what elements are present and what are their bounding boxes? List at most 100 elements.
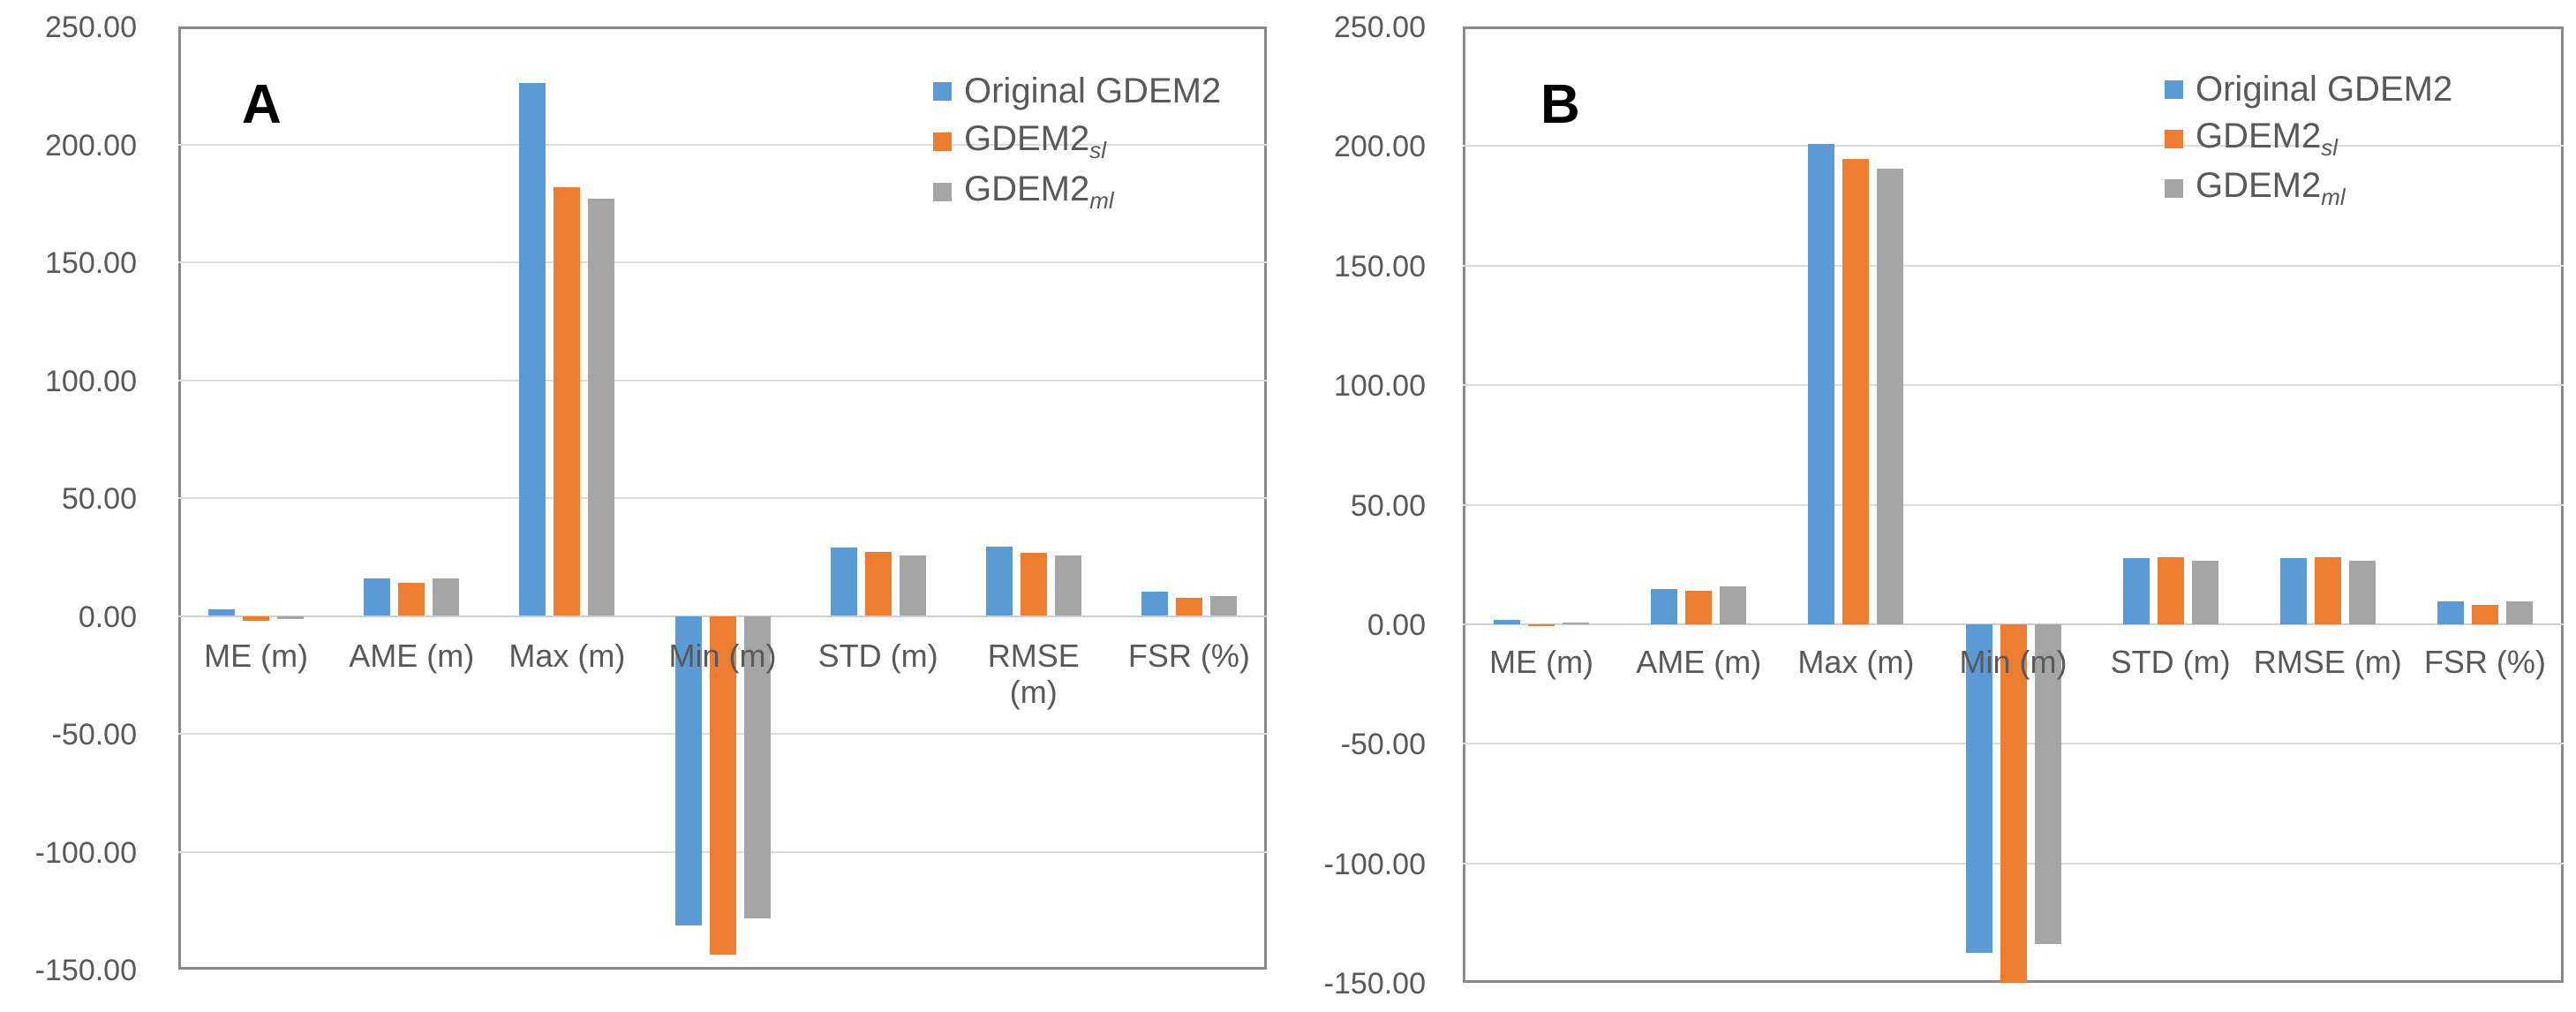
panel-b-gridline-50	[1463, 503, 2564, 506]
panel-a-legend-item-original-gdem2: Original GDEM2	[933, 72, 1221, 110]
original-gdem2-swatch-icon	[933, 81, 952, 101]
panel-a-bar-gdem2sl-min-m	[709, 616, 736, 955]
panel-a-bar-gdem2sl-me-m	[243, 616, 270, 622]
panel-b-category-label-ame-m: AME (m)	[1636, 643, 1762, 680]
panel-b-bar-gdem2ml-std-m	[2191, 560, 2218, 624]
panel-a-bar-gdem2ml-ame-m	[433, 578, 460, 616]
panel-b-bar-gdem2ml-max-m	[1877, 169, 1904, 624]
panel-b-bar-original-gdem2-ame-m	[1651, 588, 1678, 624]
panel-a-bar-gdem2ml-rmse-m	[1054, 555, 1081, 616]
panel-a-bar-original-gdem2-std-m	[830, 548, 857, 616]
panel-a-bar-original-gdem2-ame-m	[364, 578, 391, 616]
panel-a-gridline-200	[178, 143, 1267, 146]
panel-b-legend-item-gdem2sl: GDEM2sl	[2165, 117, 2339, 161]
panel-a-bar-gdem2ml-std-m	[899, 555, 926, 616]
panel-b-bar-gdem2ml-me-m	[1563, 623, 1590, 625]
panel-b-y-tick-label: -100.00	[1323, 847, 1426, 881]
panel-b-legend-item-original-gdem2: Original GDEM2	[2165, 70, 2452, 109]
panel-b-y-tick-label: 200.00	[1334, 130, 1426, 164]
panel-b-y-tick-label: 0.00	[1367, 608, 1426, 642]
panel-a-y-tick-label: 150.00	[45, 246, 137, 280]
panel-b-y-tick-label: -50.00	[1340, 728, 1426, 762]
panel-a-category-label-min-m: Min (m)	[668, 637, 777, 674]
panel-b-legend-label-gdem2ml: GDEM2ml	[2196, 166, 2346, 210]
panel-a-y-tick-label: 50.00	[61, 482, 137, 516]
panel-b-y-tick-label: 50.00	[1350, 488, 1426, 523]
panel-a-bar-original-gdem2-max-m	[519, 83, 546, 616]
panel-b-bar-gdem2sl-rmse-m	[2314, 556, 2341, 624]
panel-b-y-tick-label: 150.00	[1334, 249, 1426, 283]
panel-a-bar-gdem2sl-max-m	[554, 186, 581, 616]
panel-b-bar-original-gdem2-fsr	[2437, 601, 2464, 624]
panel-b-category-label-rmse-m: RMSE (m)	[2253, 643, 2402, 680]
original-gdem2-swatch-icon	[2165, 79, 2183, 99]
panel-a-bar-gdem2ml-me-m	[277, 616, 305, 619]
panel-a-legend-label-original-gdem2: Original GDEM2	[964, 72, 1222, 110]
panel-b-category-label-max-m: Max (m)	[1797, 643, 1915, 680]
panel-a-y-tick-label: 0.00	[78, 600, 137, 634]
panel-b-gridline-100	[1463, 384, 2564, 387]
panel-b-letter: B	[1540, 74, 1580, 135]
panel-b-bar-gdem2sl-std-m	[2157, 557, 2184, 624]
panel-b-gridline-150	[1463, 264, 2564, 267]
panel-a-y-tick-label: 200.00	[45, 128, 137, 162]
panel-b-legend-item-gdem2ml: GDEM2ml	[2165, 166, 2346, 210]
panel-a-bar-gdem2sl-std-m	[864, 552, 892, 616]
panel-a-legend-label-gdem2ml: GDEM2ml	[964, 170, 1114, 214]
panel-b-bar-original-gdem2-rmse-m	[2279, 557, 2307, 624]
panel-b-legend-label-original-gdem2: Original GDEM2	[2196, 70, 2453, 109]
panel-a-bar-gdem2ml-min-m	[743, 616, 771, 919]
panel-a-gridline-100	[178, 379, 1267, 381]
panel-a-gridline-50	[178, 497, 1267, 499]
panel-a-bar-gdem2sl-rmse-m	[1020, 552, 1047, 616]
panel-b-bar-gdem2ml-fsr	[2505, 600, 2533, 624]
panel-b-legend-label-gdem2sl: GDEM2sl	[2196, 117, 2339, 161]
panel-b-category-label-fsr: FSR (%)	[2423, 643, 2546, 680]
panel-b-bar-gdem2ml-rmse-m	[2348, 560, 2376, 624]
panel-b-y-tick-label: 100.00	[1334, 369, 1426, 404]
panel-a-y-tick-label: 250.00	[45, 11, 137, 44]
panel-a-category-label-ame-m: AME (m)	[349, 637, 475, 674]
panel-b-bar-original-gdem2-me-m	[1494, 619, 1521, 624]
panel-b-y-tick-label: 250.00	[1334, 11, 1426, 44]
gdem2sl-swatch-icon	[933, 132, 952, 151]
gdem2ml-swatch-icon	[2165, 178, 2183, 198]
panel-a-bar-original-gdem2-me-m	[208, 609, 236, 616]
panel-b-bar-gdem2sl-max-m	[1842, 158, 1870, 624]
panel-a-category-label-me-m: ME (m)	[204, 637, 309, 674]
panel-a-y-tick-label: -150.00	[34, 954, 137, 987]
panel-a-bar-gdem2sl-fsr	[1175, 598, 1202, 616]
gdem2sl-swatch-icon	[2165, 129, 2183, 148]
panel-a-legend-item-gdem2sl: GDEM2sl	[933, 119, 1107, 163]
panel-a-y-tick-label: -100.00	[34, 835, 137, 870]
panel-a-category-label-rmse-m: RMSE (m)	[987, 637, 1080, 710]
panel-b-bar-gdem2sl-ame-m	[1685, 591, 1713, 624]
panel-b-bar-original-gdem2-max-m	[1808, 144, 1835, 624]
panel-b-bar-gdem2ml-min-m	[2034, 623, 2061, 945]
panel-b-bar-gdem2sl-min-m	[2000, 623, 2027, 983]
panel-b-gridline-200	[1463, 145, 2564, 147]
panel-b-bar-gdem2sl-fsr	[2471, 605, 2498, 624]
panel-a-category-label-max-m: Max (m)	[508, 637, 626, 674]
panel-b-category-label-me-m: ME (m)	[1489, 643, 1594, 680]
panel-b-y-tick-label: -150.00	[1323, 967, 1426, 1001]
panel-b-category-label-min-m: Min (m)	[1959, 643, 2068, 680]
gdem2ml-swatch-icon	[933, 182, 952, 201]
panel-a-bar-original-gdem2-min-m	[674, 616, 702, 925]
panel-b-category-label-std-m: STD (m)	[2110, 643, 2231, 680]
panel-a-bar-gdem2ml-fsr	[1209, 595, 1237, 616]
panel-a-bar-original-gdem2-rmse-m	[985, 547, 1013, 616]
panel-a-category-label-std-m: STD (m)	[817, 637, 938, 674]
panel-a-y-tick-label: -50.00	[51, 718, 137, 751]
panel-a-letter: A	[242, 74, 282, 135]
panel-a-gridline-150	[178, 261, 1267, 263]
panel-b-bar-original-gdem2-std-m	[2122, 558, 2150, 624]
panel-a-bar-gdem2ml-max-m	[588, 198, 615, 616]
panel-a-bar-gdem2sl-ame-m	[398, 583, 426, 616]
panel-b-bar-gdem2ml-ame-m	[1720, 586, 1747, 624]
panel-a-y-tick-label: 100.00	[45, 364, 137, 398]
panel-a-bar-original-gdem2-fsr	[1141, 592, 1168, 616]
panel-b-bar-gdem2sl-me-m	[1528, 623, 1555, 626]
panel-a-legend-label-gdem2sl: GDEM2sl	[964, 119, 1107, 163]
